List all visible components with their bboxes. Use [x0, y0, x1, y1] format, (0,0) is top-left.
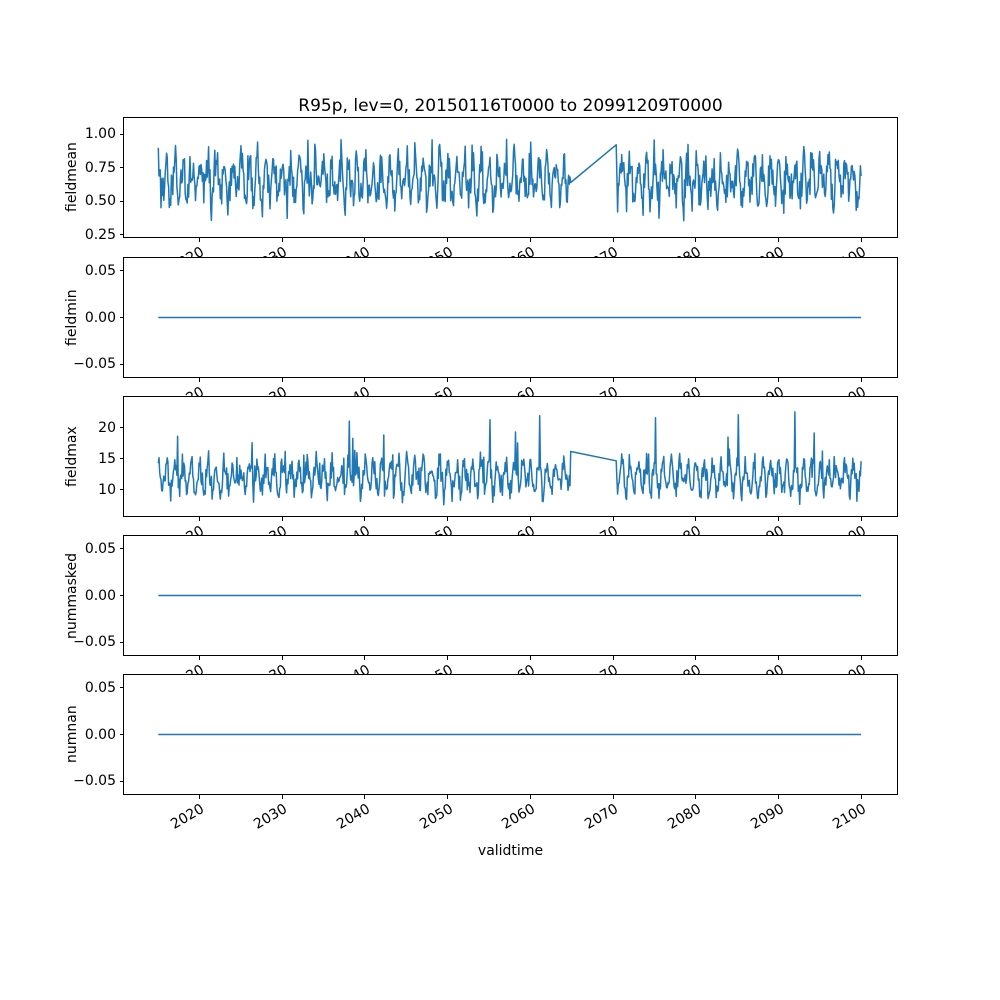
x-tick-mark	[198, 517, 200, 521]
y-tick-mark	[120, 780, 124, 782]
x-tick-mark	[447, 795, 449, 799]
x-tick-mark	[612, 795, 614, 799]
x-tick-mark	[529, 378, 531, 382]
y-tick-label: 0.50	[84, 193, 116, 210]
x-tick-mark	[281, 378, 283, 382]
x-tick-mark	[529, 238, 531, 242]
x-tick-mark	[778, 517, 780, 521]
y-tick-label: 0.00	[84, 726, 116, 743]
series-line-fieldmax	[157, 411, 862, 506]
y-tick-label: 20	[98, 419, 116, 436]
y-tick-mark	[120, 734, 124, 735]
x-tick-mark	[860, 378, 862, 382]
x-tick-mark	[281, 238, 283, 242]
axes-box-fieldmax	[123, 396, 898, 517]
x-tick-mark	[198, 378, 200, 382]
x-tick-mark	[447, 517, 449, 521]
y-tick-mark	[120, 167, 124, 169]
series-line-nummasked	[158, 594, 862, 597]
x-tick-mark	[695, 517, 697, 521]
y-tick-label: 15	[98, 450, 116, 467]
y-tick-mark	[120, 427, 124, 429]
y-tick-mark	[120, 641, 124, 643]
axes-box-fieldmean	[123, 117, 898, 238]
y-tick-label: 1.00	[84, 126, 116, 143]
y-tick-mark	[120, 489, 124, 491]
series-line-numnan	[158, 733, 862, 736]
x-tick-mark	[860, 656, 862, 660]
x-tick-mark	[778, 795, 780, 799]
x-tick-mark	[612, 656, 614, 660]
x-tick-mark	[695, 656, 697, 660]
x-tick-mark	[529, 656, 531, 660]
x-tick-mark	[529, 517, 531, 521]
x-tick-mark	[364, 378, 366, 382]
x-axis-label: validtime	[477, 843, 544, 859]
x-tick-mark	[364, 517, 366, 521]
y-tick-mark	[120, 687, 124, 689]
y-tick-label: 0.25	[84, 226, 116, 243]
y-tick-mark	[120, 458, 124, 460]
y-tick-mark	[120, 133, 124, 135]
x-tick-mark	[695, 238, 697, 242]
axes-box-fieldmin	[123, 257, 898, 378]
x-tick-mark	[860, 795, 862, 799]
x-tick-mark	[281, 656, 283, 660]
x-tick-mark	[447, 238, 449, 242]
y-tick-mark	[120, 317, 124, 318]
x-tick-mark	[198, 656, 200, 660]
x-tick-mark	[364, 238, 366, 242]
x-tick-mark	[281, 517, 283, 521]
x-tick-mark	[778, 238, 780, 242]
x-tick-mark	[447, 656, 449, 660]
y-tick-label: 0.05	[84, 679, 116, 696]
x-tick-mark	[778, 656, 780, 660]
x-tick-mark	[198, 795, 200, 799]
x-tick-mark	[695, 378, 697, 382]
x-tick-mark	[860, 517, 862, 521]
x-tick-mark	[281, 795, 283, 799]
y-tick-label: −0.05	[73, 773, 116, 790]
x-tick-mark	[612, 517, 614, 521]
y-tick-mark	[120, 363, 124, 365]
x-tick-mark	[695, 795, 697, 799]
x-tick-mark	[529, 795, 531, 799]
y-tick-mark	[120, 595, 124, 596]
axes-box-numnan	[123, 674, 898, 795]
y-tick-label: 10	[98, 481, 116, 498]
x-tick-mark	[364, 656, 366, 660]
y-tick-mark	[120, 548, 124, 550]
y-tick-label: 0.00	[84, 309, 116, 326]
x-tick-mark	[612, 378, 614, 382]
series-line-fieldmean	[157, 138, 862, 222]
series-line-fieldmin	[158, 316, 862, 319]
axes-box-nummasked	[123, 535, 898, 656]
y-tick-mark	[120, 200, 124, 202]
x-tick-mark	[860, 238, 862, 242]
x-tick-mark	[198, 238, 200, 242]
y-tick-label: 0.05	[84, 262, 116, 279]
y-tick-label: 0.00	[84, 587, 116, 604]
y-tick-label: 0.05	[84, 540, 116, 557]
y-tick-label: 0.75	[84, 159, 116, 176]
y-tick-mark	[120, 270, 124, 272]
x-tick-mark	[364, 795, 366, 799]
chart-title: R95p, lev=0, 20150116T0000 to 20991209T0…	[298, 96, 723, 116]
y-tick-mark	[120, 234, 124, 236]
y-tick-label: −0.05	[73, 634, 116, 651]
y-tick-label: −0.05	[73, 356, 116, 373]
x-tick-mark	[447, 378, 449, 382]
x-tick-mark	[612, 238, 614, 242]
x-tick-mark	[778, 378, 780, 382]
